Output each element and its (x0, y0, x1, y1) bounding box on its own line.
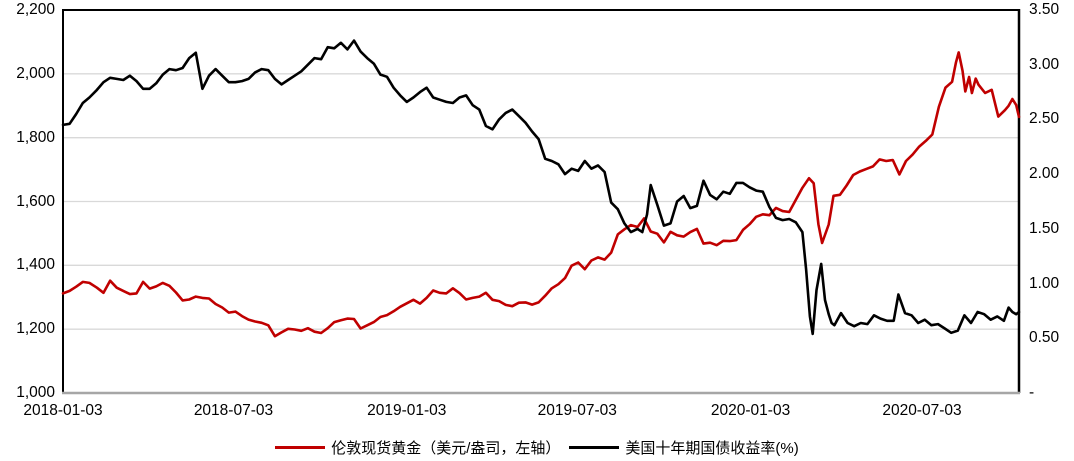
right-axis-tick-label: - (1029, 384, 1035, 401)
x-axis-tick-label: 2018-01-03 (23, 402, 103, 419)
right-axis-tick-label: 2.00 (1029, 165, 1060, 183)
x-axis-tick-label: 2019-01-03 (367, 402, 447, 419)
legend-item-gold: 伦敦现货黄金（美元/盎司，左轴） (275, 437, 560, 458)
yield-series-swatch (569, 445, 620, 450)
x-axis-tick-label: 2018-07-03 (193, 402, 274, 419)
right-axis-tick-label: 3.00 (1029, 55, 1060, 73)
right-axis-tick-label: 2.50 (1029, 110, 1060, 128)
legend: 伦敦现货黄金（美元/盎司，左轴） 美国十年期国债收益率(%) (0, 437, 1074, 458)
x-axis-tick-label: 2020-07-03 (882, 402, 962, 419)
yield-series-label: 美国十年期国债收益率(%) (625, 440, 799, 457)
data-series (61, 39, 1021, 338)
gridlines (63, 73, 1019, 330)
left-axis-tick-label: 1,600 (16, 192, 55, 210)
left-axis-tick-label: 1,000 (16, 384, 55, 401)
x-axis-tick-label: 2019-07-03 (537, 402, 617, 419)
legend-item-yield: 美国十年期国债收益率(%) (569, 437, 799, 458)
treasury-yield-line (61, 39, 1021, 336)
left-axis-tick-label: 2,200 (16, 1, 55, 18)
right-axis-tick-label: 0.50 (1029, 329, 1060, 347)
right-axis-tick-label: 1.00 (1029, 274, 1060, 292)
x-axis-tick-label: 2020-01-03 (710, 402, 791, 419)
left-axis-tick-label: 1,200 (16, 320, 55, 338)
right-axis-tick-label: 1.50 (1029, 219, 1060, 237)
left-axis-tick-label: 1,800 (16, 128, 55, 146)
gold-price-line (61, 51, 1021, 338)
gold-series-swatch (275, 445, 326, 450)
right-axis-tick-label: 3.50 (1029, 1, 1060, 18)
left-axis-tick-label: 2,000 (16, 64, 55, 82)
left-axis-tick-label: 1,400 (16, 256, 55, 274)
plot-border (62, 9, 1021, 395)
gold-series-label: 伦敦现货黄金（美元/盎司，左轴） (331, 440, 561, 457)
